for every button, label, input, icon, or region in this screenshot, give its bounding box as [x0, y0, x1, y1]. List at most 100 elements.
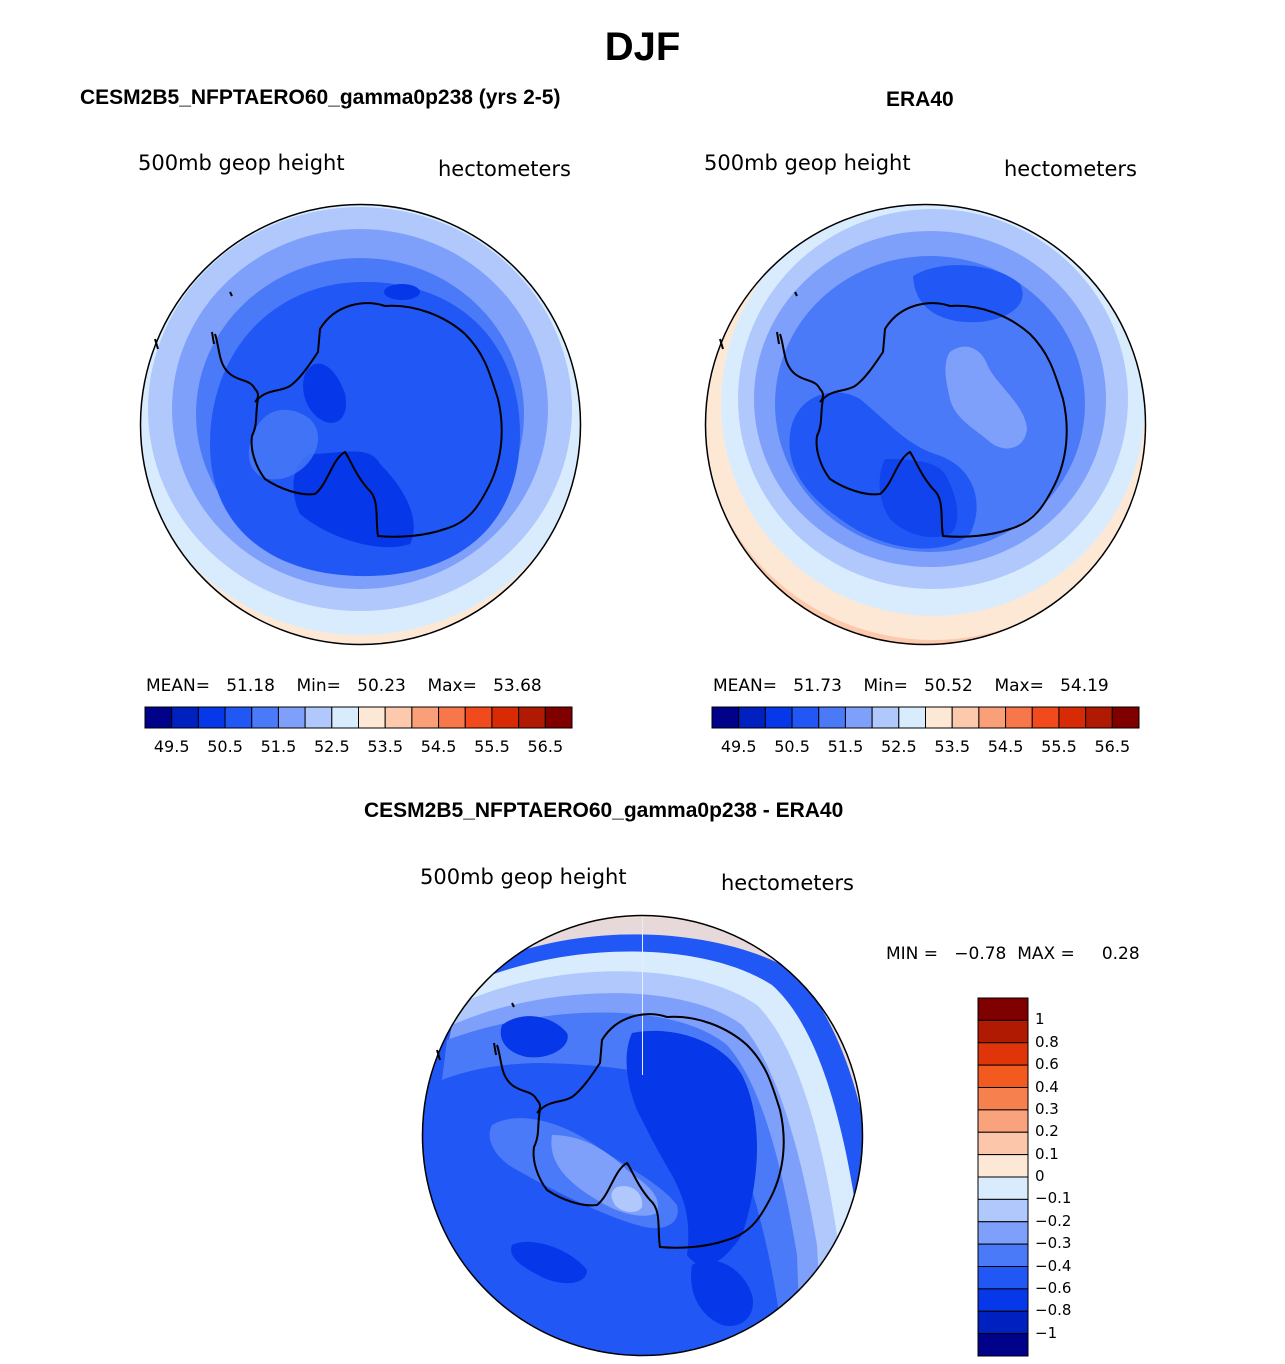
panel-2-title: ERA40: [886, 88, 954, 111]
map-fill-band: [691, 1260, 753, 1326]
panel-1-title: CESM2B5_NFPTAERO60_gamma0p238 (yrs 2-5): [80, 86, 561, 109]
panel-3-max-value: 0.28: [1101, 944, 1140, 964]
panel-2-min-label: Min=: [863, 676, 908, 696]
colorbar-tick-label: 50.5: [207, 737, 243, 756]
coastline: [214, 333, 259, 403]
panel-3-colorbar: [977, 997, 1029, 1357]
panel-2-stats: MEAN= 51.73 Min= 50.52 Max= 54.19: [713, 676, 1109, 696]
colorbar-tick-label: −0.1: [1035, 1189, 1072, 1208]
colorbar-tick-label: 53.5: [367, 737, 403, 756]
colorbar-tick-label: 0.3: [1035, 1099, 1059, 1118]
colorbar-swatch: [144, 706, 173, 729]
colorbar-tick-label: 55.5: [474, 737, 510, 756]
coastline: [493, 1002, 515, 1056]
colorbar-swatch: [1111, 706, 1140, 729]
coastline: [779, 333, 824, 403]
coastline: [250, 302, 503, 538]
colorbar-swatch: [304, 706, 333, 729]
colorbar-swatch: [491, 706, 520, 729]
panel-2-units-label: hectometers: [1004, 157, 1137, 181]
map-fill-band: [945, 346, 1027, 449]
colorbar-tick-label: 56.5: [1094, 737, 1131, 756]
colorbar-swatch: [977, 997, 1029, 1021]
main-title: DJF: [604, 25, 681, 69]
colorbar-swatch: [411, 706, 440, 729]
colorbar-swatch: [977, 1131, 1029, 1156]
colorbar-tick-label: 0: [1035, 1167, 1045, 1185]
colorbar-swatch: [977, 1266, 1029, 1290]
colorbar-tick-label: −1: [1035, 1323, 1058, 1342]
colorbar-tick-label: 53.5: [934, 737, 970, 756]
colorbar-swatch: [977, 1288, 1029, 1312]
colorbar-swatch: [1058, 706, 1087, 729]
panel-1-colorbar: [144, 706, 573, 729]
colorbar-tick-label: −0.8: [1035, 1301, 1072, 1320]
coastline: [532, 1013, 785, 1249]
colorbar-swatch: [331, 706, 359, 729]
panel-1-stats: MEAN= 51.18 Min= 50.23 Max= 53.68: [146, 676, 542, 696]
coastline: [496, 1044, 541, 1114]
panel-3-title: CESM2B5_NFPTAERO60_gamma0p238 - ERA40: [364, 799, 844, 822]
colorbar-swatch: [977, 1019, 1029, 1044]
colorbar-tick-label: −0.3: [1035, 1234, 1072, 1253]
panel-1-field-label: 500mb geop height: [138, 151, 345, 175]
map-boundary: [421, 914, 864, 1357]
panel-2-mean-value: 51.73: [793, 676, 842, 696]
panel-3-stats: MIN = −0.78 MAX = 0.28: [886, 944, 1140, 964]
colorbar-tick-label: −0.2: [1035, 1211, 1072, 1230]
colorbar-swatch: [518, 706, 546, 729]
colorbar-tick-label: 52.5: [314, 737, 350, 756]
colorbar-swatch: [818, 706, 846, 729]
map-fill-band: [611, 1186, 643, 1213]
map-fill-band: [303, 363, 346, 423]
panel-2-field-label: 500mb geop height: [704, 151, 911, 175]
panel-3-units-label: hectometers: [721, 871, 854, 895]
colorbar-swatch: [977, 1042, 1029, 1066]
panel-3-min-label: MIN =: [886, 944, 939, 964]
panel-2-colorbar: [711, 706, 1140, 729]
colorbar-swatch: [1005, 706, 1033, 729]
panel-1-polar-map: [139, 203, 582, 646]
panel-2-max-label: Max=: [994, 676, 1044, 696]
colorbar-tick-label: 51.5: [260, 737, 297, 756]
colorbar-swatch: [977, 1310, 1029, 1335]
colorbar-tick-label: 1: [1035, 1010, 1045, 1029]
map-fill-band: [210, 281, 520, 577]
colorbar-swatch: [544, 706, 573, 729]
panel-2-min-value: 50.52: [924, 676, 973, 696]
colorbar-swatch: [438, 706, 466, 729]
coastline: [211, 291, 233, 345]
colorbar-swatch: [711, 706, 740, 729]
colorbar-swatch: [978, 706, 1007, 729]
panel-1-mean-label: MEAN=: [146, 676, 210, 696]
map-fill-band: [293, 451, 414, 548]
colorbar-swatch: [871, 706, 900, 729]
colorbar-tick-label: 0.8: [1035, 1032, 1059, 1051]
panel-3-min-value: −0.78: [954, 944, 1007, 964]
colorbar-swatch: [977, 1243, 1029, 1267]
colorbar-tick-label: 52.5: [881, 737, 917, 756]
colorbar-tick-label: 50.5: [774, 737, 810, 756]
map-fill-band: [511, 1241, 587, 1284]
colorbar-swatch: [977, 1087, 1029, 1111]
panel-2-max-value: 54.19: [1060, 676, 1109, 696]
map-fill-band: [248, 409, 319, 480]
map-fill-band: [879, 459, 958, 538]
colorbar-swatch: [738, 706, 766, 729]
colorbar-tick-label: 51.5: [827, 737, 864, 756]
colorbar-swatch: [925, 706, 953, 729]
colorbar-swatch: [1031, 706, 1060, 729]
colorbar-tick-label: −0.4: [1035, 1256, 1072, 1275]
colorbar-swatch: [977, 1109, 1029, 1133]
colorbar-swatch: [464, 706, 493, 729]
colorbar-tick-label: 54.5: [987, 737, 1024, 756]
colorbar-tick-label: 54.5: [420, 737, 457, 756]
colorbar-swatch: [951, 706, 980, 729]
map-fill-band: [500, 1016, 568, 1058]
colorbar-swatch: [358, 706, 386, 729]
colorbar-tick-label: −0.6: [1035, 1278, 1072, 1297]
colorbar-swatch: [898, 706, 926, 729]
colorbar-swatch: [384, 706, 413, 729]
coastline: [776, 291, 798, 345]
map-fill-band: [384, 284, 420, 300]
